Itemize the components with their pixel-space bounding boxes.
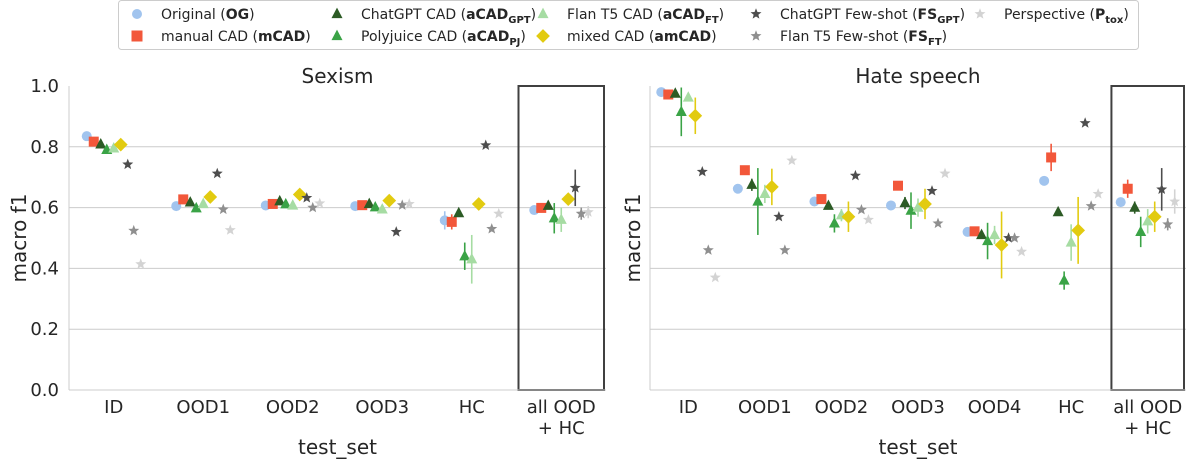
point-Ptox (710, 272, 721, 282)
x-tick-label: HC (459, 397, 485, 418)
point-aCADgpt (900, 197, 911, 207)
point-FSft (933, 218, 944, 228)
point-amCAD (203, 190, 217, 204)
y-axis-title: macro f1 (7, 194, 31, 283)
point-FSft (218, 204, 229, 214)
point-amCAD (382, 194, 396, 208)
x-tick-label: ID (679, 397, 698, 418)
legend-label-mCAD: manual CAD (mCAD) (161, 29, 311, 45)
x-tick-label: OOD4 (968, 397, 1022, 418)
point-OG (886, 200, 896, 210)
highlight-box (1111, 86, 1184, 390)
highlight-box (519, 86, 605, 390)
point-aCADgpt (453, 207, 464, 217)
point-aCADpj (1059, 274, 1070, 284)
point-aCADpj (676, 106, 687, 116)
point-Ptox (493, 208, 504, 218)
point-amCAD (765, 180, 779, 194)
x-tick-label: OOD2 (266, 397, 320, 418)
point-mCAD (447, 217, 457, 227)
point-FSft (128, 225, 139, 235)
panel-hate-speech: macro f1 Hate speech ID OOD1 OOD2 OOD3 OOD4 HC a… (621, 64, 1186, 459)
legend-marker-mCAD (132, 31, 143, 42)
x-tick-label: + HC (1124, 418, 1171, 439)
point-mCAD (1123, 184, 1133, 194)
point-FSft (1086, 200, 1097, 210)
point-FSgpt (1080, 117, 1091, 127)
point-aCADft (989, 229, 1000, 239)
y-tick-label: 0.4 (30, 258, 59, 279)
x-tick-label: all OOD (527, 397, 596, 418)
y-tick-label: 0.8 (30, 137, 59, 158)
x-tick-label: all OOD (1113, 397, 1182, 418)
y-tick-label: 0.2 (30, 319, 59, 340)
legend-label-amCAD: mixed CAD (amCAD) (567, 29, 717, 45)
point-aCADft (683, 91, 694, 101)
x-tick-label: OOD2 (815, 397, 869, 418)
y-axis-title: macro f1 (621, 194, 645, 283)
point-Ptox (1016, 246, 1027, 256)
x-tick-label: OOD3 (355, 397, 409, 418)
point-aCADgpt (746, 178, 757, 188)
panel-title: Hate speech (855, 64, 980, 88)
x-tick-label: HC (1058, 397, 1084, 418)
legend-marker-OG (132, 9, 142, 19)
point-FSft (856, 204, 867, 214)
point-Ptox (404, 198, 415, 208)
point-mCAD (1046, 152, 1056, 162)
point-FSgpt (122, 159, 133, 169)
x-tick-label: ID (104, 397, 123, 418)
panel-title: Sexism (302, 64, 374, 88)
point-Ptox (940, 168, 951, 178)
point-OG (1039, 176, 1049, 186)
x-tick-label: + HC (538, 418, 585, 439)
x-tick-label: OOD3 (891, 397, 945, 418)
point-FSft (703, 244, 714, 254)
point-mCAD (740, 165, 750, 175)
point-aCADpj (1135, 226, 1146, 236)
point-amCAD (561, 192, 575, 206)
point-amCAD (842, 210, 856, 224)
panel-sexism: 0.0 0.2 0.4 0.6 0.8 1.0 macro f1 Sexism ID OOD1 OO… (7, 64, 606, 459)
point-Ptox (786, 155, 797, 165)
point-aCADgpt (1129, 201, 1140, 211)
x-tick-label: OOD1 (738, 397, 792, 418)
y-tick-label: 0.0 (30, 380, 59, 401)
legend: Original (OG)manual CAD (mCAD)ChatGPT CA… (119, 1, 1139, 50)
point-FSft (779, 244, 790, 254)
point-Ptox (225, 224, 236, 234)
point-Ptox (135, 258, 146, 268)
y-tick-label: 0.6 (30, 198, 59, 219)
point-aCADft (1066, 236, 1077, 246)
point-Ptox (1093, 188, 1104, 198)
point-OG (733, 184, 743, 194)
y-tick-label: 1.0 (30, 76, 59, 97)
point-Ptox (863, 214, 874, 224)
point-FSgpt (927, 185, 938, 195)
x-tick-label: OOD1 (176, 397, 230, 418)
point-aCADpj (459, 250, 470, 260)
point-FSgpt (697, 166, 708, 176)
point-mCAD (893, 181, 903, 191)
point-FSgpt (850, 170, 861, 180)
point-FSft (486, 223, 497, 233)
point-FSgpt (391, 226, 402, 236)
point-FSgpt (773, 211, 784, 221)
x-axis-title: test_set (879, 435, 958, 459)
x-axis-title: test_set (298, 435, 377, 459)
point-mCAD (816, 194, 826, 204)
point-FSgpt (480, 140, 491, 150)
point-amCAD (472, 197, 486, 211)
point-mCAD (970, 226, 980, 236)
legend-label-OG: Original (OG) (161, 7, 255, 23)
point-amCAD (688, 109, 702, 123)
point-FSgpt (212, 168, 223, 178)
point-OG (1116, 197, 1126, 207)
point-amCAD (1071, 224, 1085, 238)
